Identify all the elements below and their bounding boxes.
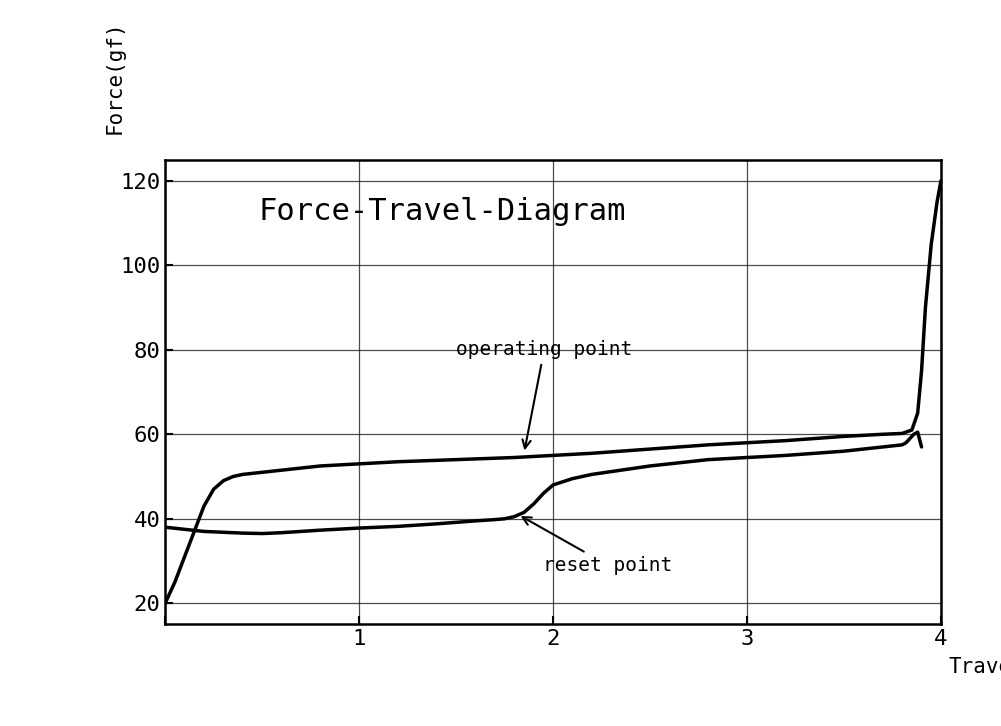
- Text: operating point: operating point: [456, 340, 633, 448]
- Text: Force(gf): Force(gf): [105, 20, 125, 134]
- Text: Travel(mm): Travel(mm): [949, 657, 1001, 677]
- Text: reset point: reset point: [523, 517, 673, 575]
- Text: Force-Travel-Diagram: Force-Travel-Diagram: [258, 197, 626, 226]
